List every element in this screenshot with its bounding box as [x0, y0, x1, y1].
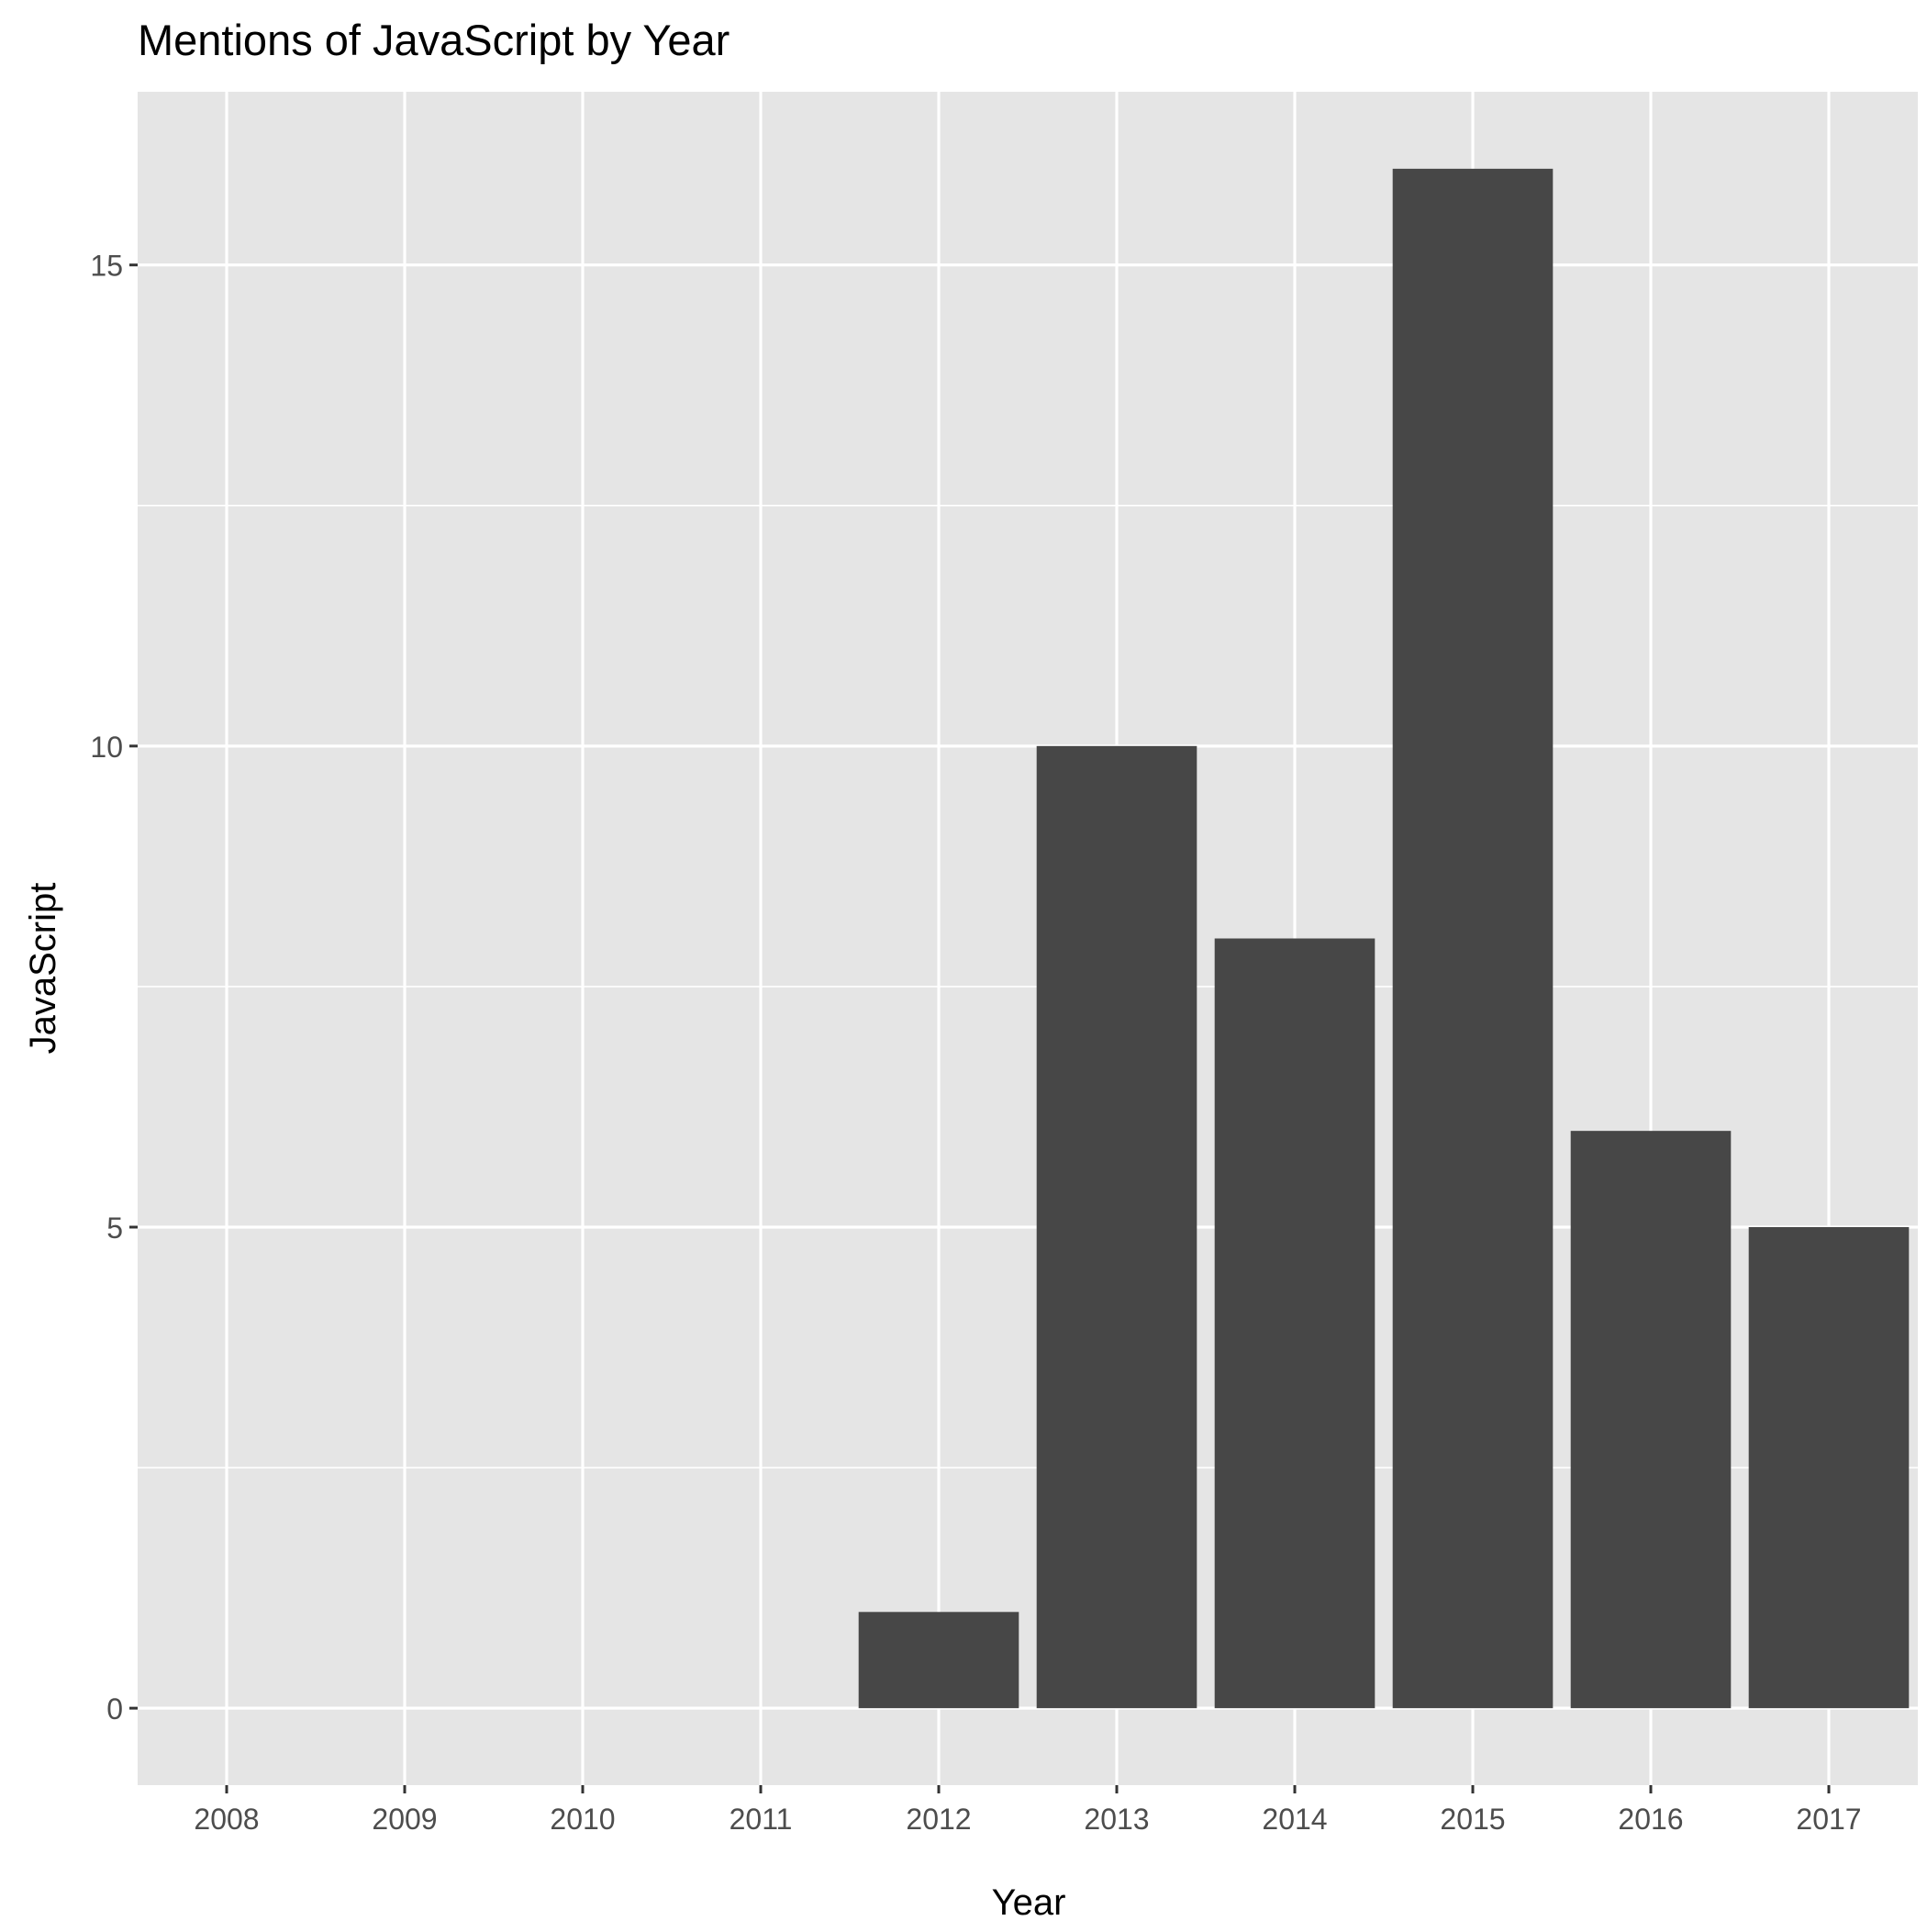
bars	[858, 168, 1910, 1709]
axes: 0 5 10 15 2008 2009 2010 2011 2012 2013 2014 2015 20…	[90, 250, 1861, 1836]
bar-2014	[1214, 938, 1376, 1709]
y-tick-label: 15	[90, 250, 123, 283]
x-tick-label: 2017	[1796, 1803, 1861, 1836]
x-tick-label: 2012	[906, 1803, 971, 1836]
bar-2015	[1392, 168, 1554, 1709]
y-axis-title: JavaScript	[23, 883, 63, 1055]
x-tick-label: 2011	[730, 1803, 793, 1836]
bar-2013	[1036, 745, 1197, 1709]
bar-2016	[1570, 1131, 1732, 1709]
x-tick-label: 2014	[1262, 1803, 1327, 1836]
x-tick-label: 2015	[1440, 1803, 1505, 1836]
x-tick-label: 2009	[372, 1803, 437, 1836]
x-tick-label: 2013	[1084, 1803, 1149, 1836]
x-tick-label: 2016	[1618, 1803, 1683, 1836]
bar-2017	[1748, 1226, 1910, 1709]
x-tick-label: 2010	[550, 1803, 615, 1836]
y-tick-label: 0	[106, 1692, 123, 1725]
bar-2012	[858, 1612, 1019, 1709]
chart-title: Mentions of JavaScript by Year	[138, 16, 730, 64]
y-tick-label: 10	[90, 731, 123, 764]
x-tick-label: 2008	[194, 1803, 259, 1836]
x-axis-title: Year	[992, 1882, 1066, 1923]
y-tick-label: 5	[106, 1212, 123, 1245]
